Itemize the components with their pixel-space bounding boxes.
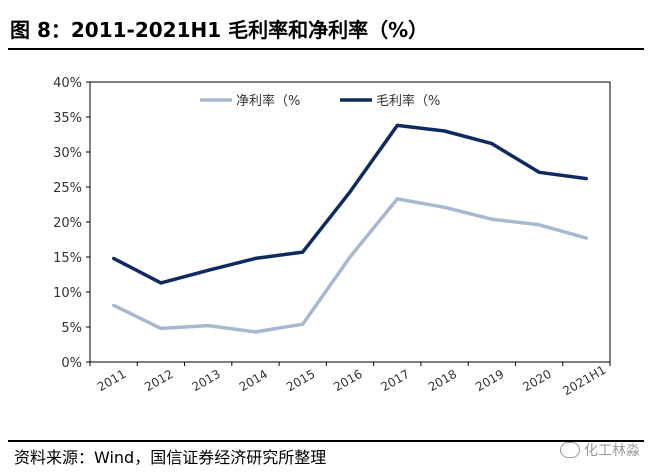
data-point <box>537 170 541 174</box>
data-point <box>584 236 588 240</box>
y-tick-label: 5% <box>61 321 82 336</box>
data-point <box>206 324 210 328</box>
data-point <box>348 255 352 259</box>
legend-label: 净利率（% <box>236 93 300 109</box>
title-bar: 图 8：2011-2021H1 毛利率和净利率（%） <box>8 8 644 50</box>
x-tick-label: 2015 <box>284 367 317 394</box>
x-tick-label: 2017 <box>379 367 412 394</box>
data-point <box>301 322 305 326</box>
x-tick-label: 2011 <box>95 367 128 394</box>
data-point <box>442 129 447 133</box>
data-point <box>112 303 116 307</box>
watermark-text: 化工林淼 <box>584 443 640 459</box>
x-tick-label: 2016 <box>331 367 364 394</box>
data-point <box>537 223 541 227</box>
data-point <box>348 190 352 194</box>
data-point <box>490 217 494 221</box>
series-line-net-margin <box>112 197 587 334</box>
x-tick-label: 2019 <box>473 367 506 394</box>
data-point <box>490 142 494 146</box>
data-point <box>159 281 163 285</box>
x-tick-label: 2018 <box>426 367 459 394</box>
plot-frame <box>89 81 611 363</box>
y-tick-label: 20% <box>53 216 82 231</box>
source-note: 资料来源：Wind，国信证券经济研究所整理 <box>14 448 327 467</box>
data-point <box>584 177 588 181</box>
y-tick-label: 40% <box>53 76 82 91</box>
data-point <box>395 123 399 127</box>
x-tick-label: 2013 <box>189 367 222 394</box>
data-point <box>442 205 447 209</box>
y-tick-label: 25% <box>53 181 82 196</box>
y-tick-label: 0% <box>61 356 82 371</box>
wechat-icon <box>560 442 580 458</box>
x-tick-label: 2021H1 <box>560 363 608 399</box>
watermark: 化工林淼 <box>560 440 640 460</box>
data-point <box>206 268 210 272</box>
y-tick-label: 35% <box>53 111 82 126</box>
y-tick-label: 15% <box>53 251 82 266</box>
data-point <box>253 256 258 260</box>
footer-divider <box>8 440 644 442</box>
data-point <box>253 330 258 334</box>
x-tick-label: 2020 <box>520 367 553 394</box>
y-tick-label: 30% <box>53 146 82 161</box>
chart-title: 图 8：2011-2021H1 毛利率和净利率（%） <box>10 18 429 42</box>
chart-container: 0% 5% 10% 15% 20% 25% 30% 35% 40% 2011 2012 2013 201… <box>30 62 640 440</box>
data-point <box>159 326 163 330</box>
y-tick-label: 10% <box>53 286 82 301</box>
data-point <box>112 256 116 260</box>
x-tick-label: 2014 <box>237 367 270 394</box>
line-chart: 0% 5% 10% 15% 20% 25% 30% 35% 40% 2011 2012 2013 201… <box>53 76 611 399</box>
data-point <box>395 197 399 201</box>
x-tick-label: 2012 <box>142 367 175 394</box>
legend-label: 毛利率（% <box>376 93 440 109</box>
data-point <box>301 250 305 254</box>
